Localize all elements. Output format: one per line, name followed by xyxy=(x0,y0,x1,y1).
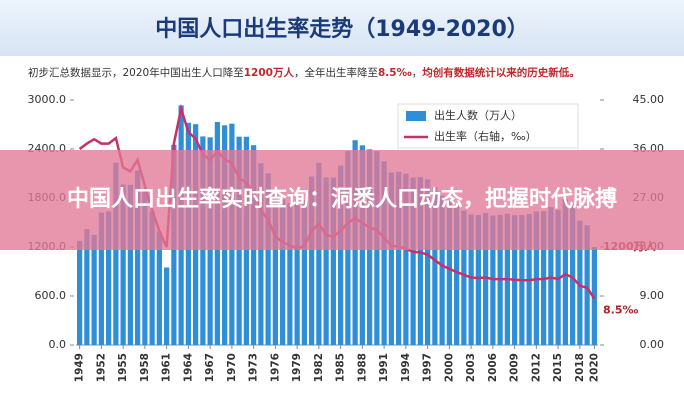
bar xyxy=(127,184,133,345)
title-bar xyxy=(0,0,684,56)
bar xyxy=(113,162,119,345)
subtitle-part: ，全年出生率降至 xyxy=(294,66,378,79)
bar xyxy=(454,206,460,345)
bar xyxy=(98,212,104,345)
x-tick-label: 1985 xyxy=(335,353,347,382)
bar xyxy=(301,199,307,345)
x-tick-label: 1976 xyxy=(269,353,281,382)
bar xyxy=(417,177,423,345)
x-tick-label: 1991 xyxy=(378,353,390,382)
bar xyxy=(164,267,170,345)
y2-tick-label: 9.00 xyxy=(640,289,665,302)
x-tick-label: 1961 xyxy=(161,353,173,382)
bar xyxy=(403,173,409,345)
bar xyxy=(446,200,452,345)
y2-tick-label: 45.00 xyxy=(633,93,665,106)
bar xyxy=(272,193,278,345)
bar xyxy=(425,179,431,345)
x-tick-label: 1973 xyxy=(248,353,260,382)
x-tick-label: 1988 xyxy=(356,353,368,382)
banner: 中国人口出生率实时查询：洞悉人口动态，把握时代脉搏 xyxy=(0,150,684,250)
bar xyxy=(577,220,583,345)
bar xyxy=(77,240,83,345)
bar xyxy=(388,172,394,345)
x-tick-label: 2003 xyxy=(465,353,477,382)
bar xyxy=(396,171,402,345)
subtitle-part: 初步汇总数据显示，2020年中国出生人口降至 xyxy=(28,66,244,79)
x-tick-label: 1955 xyxy=(117,353,129,382)
banner-text: 中国人口出生率实时查询：洞悉人口动态，把握时代脉搏 xyxy=(66,187,617,212)
bar xyxy=(555,209,561,345)
bar xyxy=(294,204,300,345)
legend-swatch xyxy=(406,111,426,121)
x-tick-label: 2009 xyxy=(509,353,521,382)
bar xyxy=(330,177,336,345)
y-tick-label: 0.0 xyxy=(49,338,67,351)
y2-tick-label: 0.00 xyxy=(640,338,665,351)
x-tick-label: 1982 xyxy=(313,353,325,382)
bar xyxy=(562,199,568,345)
bar xyxy=(461,210,467,345)
bar xyxy=(84,229,90,345)
bar xyxy=(475,214,481,345)
bar xyxy=(309,176,315,345)
legend-box xyxy=(397,103,579,149)
x-tick-label: 1979 xyxy=(291,353,303,382)
bar xyxy=(156,231,162,345)
legend-label: 出生率（右轴，‰） xyxy=(434,129,537,143)
bar xyxy=(280,199,286,345)
bar xyxy=(410,177,416,345)
bar xyxy=(548,207,554,345)
bar xyxy=(120,184,126,345)
bar xyxy=(265,173,271,345)
bar xyxy=(432,187,438,345)
x-tick-label: 2006 xyxy=(487,353,499,382)
subtitle-part: 1200万人 xyxy=(244,66,295,79)
bar xyxy=(338,165,344,345)
bar xyxy=(591,247,597,345)
x-tick-label: 1997 xyxy=(422,353,434,382)
y-tick-label: 600.0 xyxy=(35,289,67,302)
x-tick-label: 2020 xyxy=(588,353,600,382)
subtitle-part: 均创有数据统计以来的历史新低。 xyxy=(422,66,580,79)
bar xyxy=(483,212,489,345)
legend-label: 出生人数（万人） xyxy=(434,108,522,122)
bar xyxy=(142,190,148,345)
subtitle-part: ， xyxy=(412,67,423,79)
subtitle: 初步汇总数据显示，2020年中国出生人口降至1200万人，全年出生率降至8.5‰… xyxy=(28,66,580,79)
bar xyxy=(570,204,576,345)
x-tick-label: 2000 xyxy=(443,353,455,382)
x-tick-label: 1958 xyxy=(139,353,151,382)
bar xyxy=(149,211,155,345)
bar xyxy=(91,234,97,345)
x-tick-label: 2015 xyxy=(552,353,564,382)
bar xyxy=(323,177,329,345)
annotation: 8.5‰ xyxy=(603,304,638,317)
bar xyxy=(135,170,141,345)
x-tick-label: 2012 xyxy=(530,353,542,382)
bar xyxy=(381,161,387,345)
bar xyxy=(584,225,590,345)
x-tick-label: 1952 xyxy=(95,353,107,382)
x-tick-label: 1994 xyxy=(400,353,412,382)
bar xyxy=(287,203,293,345)
x-tick-label: 1949 xyxy=(74,353,86,382)
subtitle-part: 8.5‰ xyxy=(378,67,412,79)
bar xyxy=(106,211,112,345)
y-tick-label: 3000.0 xyxy=(28,93,67,106)
bar xyxy=(316,162,322,345)
chart-title: 中国人口出生率走势（1949-2020） xyxy=(155,16,529,42)
x-tick-label: 2018 xyxy=(574,353,586,382)
bar xyxy=(439,195,445,345)
x-tick-label: 1970 xyxy=(226,353,238,382)
bar xyxy=(468,214,474,345)
bar xyxy=(258,163,264,345)
x-tick-label: 1967 xyxy=(204,353,216,382)
x-tick-label: 1964 xyxy=(182,353,194,382)
